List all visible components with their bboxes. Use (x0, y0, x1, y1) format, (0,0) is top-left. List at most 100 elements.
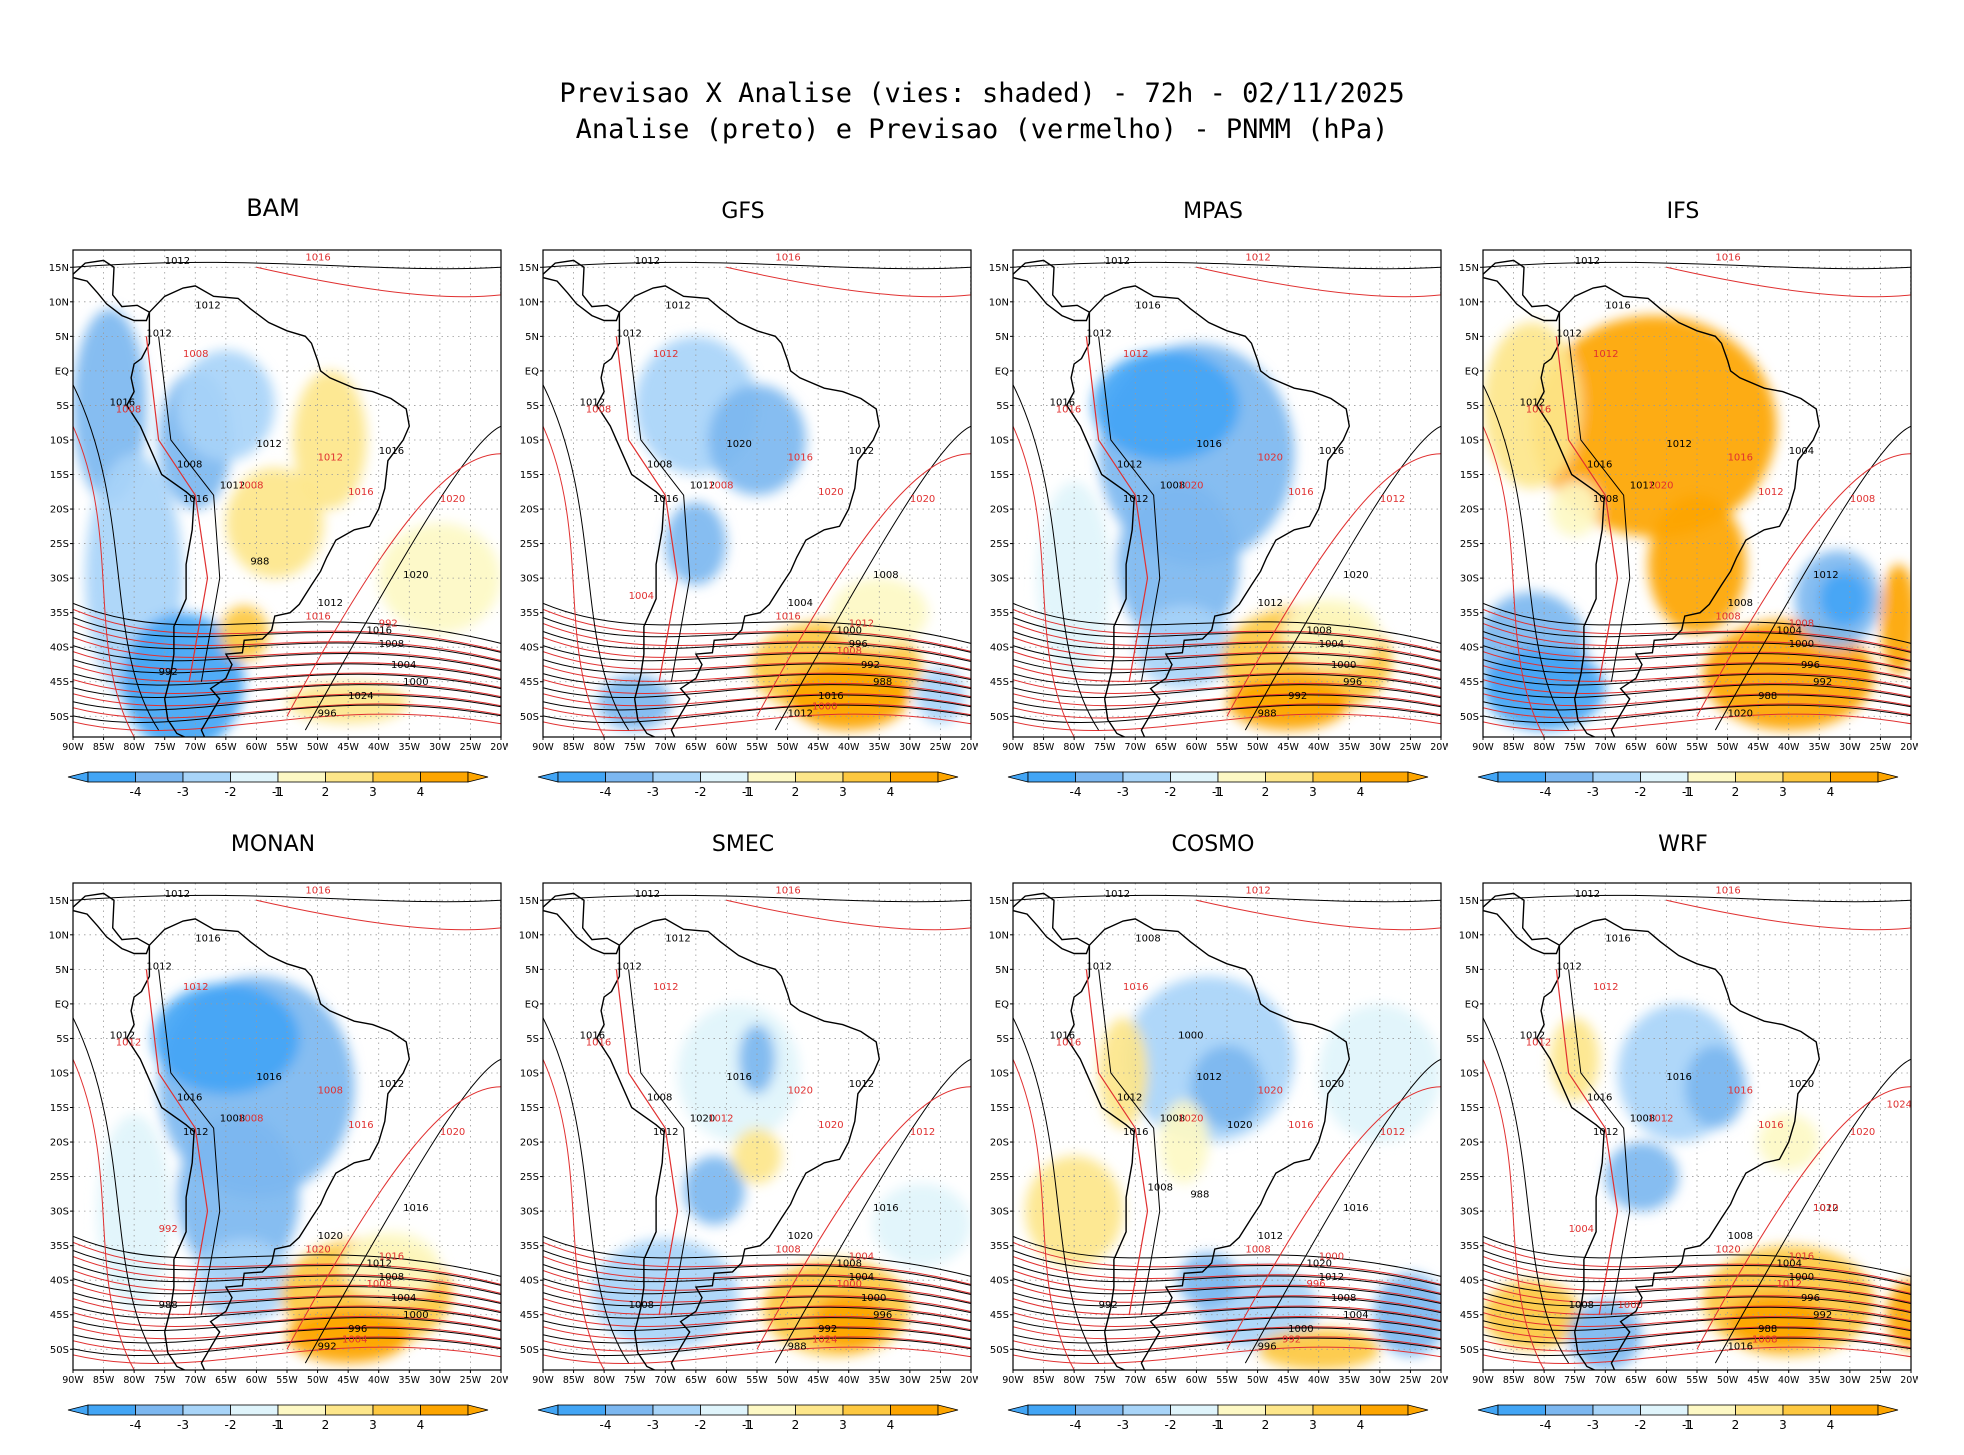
contour-label-analysis: 1012 (195, 301, 220, 312)
colorbar-swatch-pos2 (1735, 771, 1784, 783)
colorbar-label: 2 (1732, 785, 1740, 799)
contour-label-analysis: 992 (1813, 677, 1832, 688)
contour-label-analysis: 996 (1801, 1293, 1820, 1304)
contour-label-analysis: 988 (1190, 1189, 1209, 1200)
lat-tick-label: 15N (1459, 896, 1479, 907)
contour-label-forecast: 1012 (183, 982, 208, 993)
lat-tick-label: 25S (520, 539, 539, 550)
colorbar-arrow-left (1477, 771, 1499, 783)
colorbar-label: -2 (1165, 1418, 1177, 1432)
contour-label-analysis: 996 (318, 708, 337, 719)
isobar-analysis (1013, 1306, 1441, 1323)
isobar-forecast (145, 336, 209, 682)
lon-tick-label: 85W (93, 1375, 115, 1386)
colorbar-swatch-neg2 (1592, 1404, 1641, 1416)
lon-tick-label: 65W (685, 1375, 707, 1386)
contour-label-forecast: 1008 (238, 1113, 263, 1124)
colorbar-label: -3 (1117, 1418, 1129, 1432)
contour-label-forecast: 992 (159, 1224, 178, 1235)
lat-tick-label: 20S (990, 505, 1009, 516)
colorbar-label: -3 (177, 1418, 189, 1432)
lon-tick-label: 30W (1369, 742, 1391, 753)
bias-map: 1012101610121012101610121008101210041012… (1459, 249, 1918, 753)
contour-label-analysis: 992 (318, 1341, 337, 1352)
isobar-analysis (1483, 659, 1911, 681)
colorbar-label: -2 (695, 785, 707, 799)
isobar-analysis (543, 384, 630, 731)
colorbar-label: 4 (1357, 785, 1365, 799)
colorbar-swatch-pos3 (372, 771, 421, 783)
contour-label-forecast: 1016 (775, 252, 800, 263)
lon-tick-label: 70W (1125, 1375, 1147, 1386)
isobar-forecast (1196, 899, 1441, 931)
isobar-analysis (1483, 684, 1911, 699)
contour-label-analysis: 1016 (873, 1203, 898, 1214)
isobar-forecast (1483, 665, 1911, 689)
contour-label-analysis: 1000 (403, 677, 428, 688)
lon-tick-label: 50W (1247, 742, 1269, 753)
isobar-analysis (1483, 704, 1911, 724)
contour-label-forecast: 1012 (849, 618, 874, 629)
lon-tick-label: 25W (1400, 1375, 1422, 1386)
panel-title: IFS (1666, 199, 1700, 224)
isobar-forecast (543, 637, 971, 670)
contour-label-analysis: 1000 (1789, 1272, 1814, 1283)
isobar-forecast (1555, 336, 1619, 682)
contour-label-forecast: 1008 (1715, 612, 1740, 623)
lon-tick-label: 45W (1277, 742, 1299, 753)
bias-area-neg3 (1116, 481, 1240, 648)
isobar-forecast (543, 665, 971, 689)
contour-label-analysis: 1020 (1343, 570, 1368, 581)
lat-tick-label: 30S (50, 1207, 69, 1218)
colorbar-swatch-neg3 (1545, 771, 1594, 783)
colorbar-swatch-pos4 (1830, 771, 1879, 783)
lon-tick-label: 80W (593, 742, 615, 753)
lon-tick-label: 65W (685, 742, 707, 753)
lat-tick-label: 15N (49, 896, 69, 907)
lat-tick-label: 35S (520, 608, 539, 619)
lon-tick-label: 60W (1186, 1375, 1208, 1386)
colorbar-swatch-pos3 (842, 1404, 891, 1416)
coastline-south-america (125, 285, 411, 737)
contour-label-analysis: 988 (1258, 708, 1277, 719)
isobar-forecast (73, 1255, 501, 1294)
lon-tick-label: 30W (899, 742, 921, 753)
colorbar-swatch-neg2 (1592, 771, 1641, 783)
isobar-analysis (1013, 1337, 1441, 1357)
lon-tick-label: 20W (960, 742, 978, 753)
lon-tick-label: 30W (899, 1375, 921, 1386)
contour-label-forecast: 1012 (1593, 349, 1618, 360)
lon-tick-label: 40W (368, 1375, 390, 1386)
colorbar-label: -3 (1117, 785, 1129, 799)
lat-tick-label: 5S (1466, 401, 1479, 412)
isobar-forecast (73, 1336, 501, 1352)
graticule (73, 883, 501, 1370)
isobar-analysis (774, 1058, 971, 1364)
colorbar-swatch-neg4 (557, 1404, 606, 1416)
contour-label-analysis: 988 (788, 1341, 807, 1352)
coastline-africa (1910, 266, 1911, 296)
isobars (543, 894, 971, 1370)
contour-label-forecast: 1016 (1758, 1120, 1783, 1131)
lon-tick-label: 55W (276, 1375, 298, 1386)
lat-tick-label: 20S (520, 1138, 539, 1149)
colorbar-label: 3 (369, 785, 377, 799)
bias-area-pos4 (812, 1294, 886, 1350)
lat-tick-label: 10S (50, 1068, 69, 1079)
contour-label-analysis: 1008 (1593, 494, 1618, 505)
contour-label-analysis: 1000 (836, 625, 861, 636)
lat-tick-label: 15S (990, 470, 1009, 481)
contour-label-analysis: 988 (159, 1300, 178, 1311)
colorbar-swatch-pos3 (1312, 771, 1361, 783)
isobar-forecast (1013, 1270, 1441, 1303)
isobar-analysis (1483, 1317, 1911, 1332)
contour-label-forecast: 1012 (1776, 1279, 1801, 1290)
contour-label-analysis: 1012 (165, 256, 190, 267)
contour-label-analysis: 1012 (690, 480, 715, 491)
contour-label-analysis: 996 (849, 639, 868, 650)
contour-labels: 1012101610121016101210081012101610161020… (1050, 252, 1406, 719)
colorbar-swatch-pos1 (277, 1404, 326, 1416)
isobar-forecast (1666, 899, 1911, 931)
isobar-forecast (73, 1270, 501, 1303)
lon-tick-label: 85W (1033, 1375, 1055, 1386)
